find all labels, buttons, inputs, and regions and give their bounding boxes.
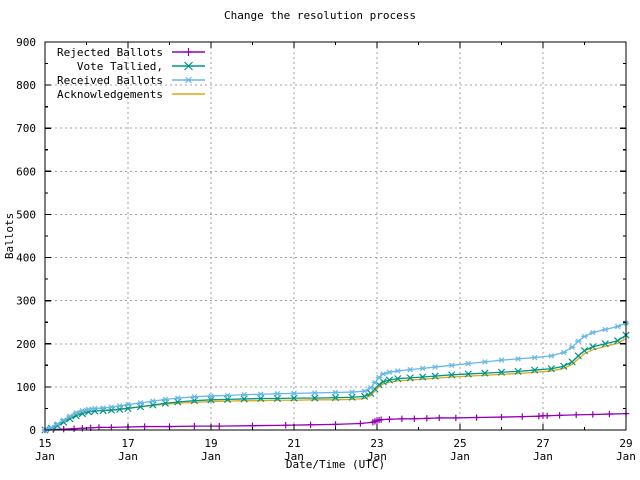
x-tick-label-day: 21	[287, 437, 300, 450]
legend-label: Received Ballots	[57, 74, 163, 87]
legend-label: Vote Tallied,	[77, 60, 163, 73]
y-tick-label: 700	[16, 122, 36, 135]
x-tick-label-month: Jan	[533, 450, 553, 463]
tick-labels: 010020030040050060070080090015Jan17Jan19…	[16, 36, 636, 463]
x-tick-label-day: 25	[453, 437, 466, 450]
x-tick-label-month: Jan	[367, 450, 387, 463]
legend-label: Acknowledgements	[57, 88, 163, 101]
y-axis-title: Ballots	[3, 213, 16, 259]
axis-frame	[44, 41, 627, 431]
series-vote-tallied	[41, 331, 630, 434]
y-tick-label: 800	[16, 79, 36, 92]
x-tick-label-day: 19	[204, 437, 217, 450]
y-tick-label: 500	[16, 208, 36, 221]
y-tick-label: 400	[16, 252, 36, 265]
x-tick-label-day: 27	[536, 437, 549, 450]
series-received-ballots	[41, 320, 630, 433]
legend-item: Acknowledgements	[57, 88, 205, 101]
y-tick-label: 0	[29, 424, 36, 437]
x-tick-label-month: Jan	[616, 450, 636, 463]
y-tick-label: 600	[16, 165, 36, 178]
x-axis-title: Date/Time (UTC)	[286, 458, 385, 471]
y-tick-label: 200	[16, 338, 36, 351]
legend-item: Received Ballots	[57, 74, 205, 87]
x-tick-label-day: 29	[619, 437, 632, 450]
x-tick-label-day: 23	[370, 437, 383, 450]
grid-lines	[45, 41, 626, 430]
series-lines	[41, 320, 630, 434]
axis-titles: Date/Time (UTC) Ballots	[3, 213, 385, 471]
y-tick-label: 300	[16, 295, 36, 308]
x-tick-label-month: Jan	[118, 450, 138, 463]
x-tick-label-day: 15	[38, 437, 51, 450]
x-tick-label-month: Jan	[35, 450, 55, 463]
y-tick-label: 900	[16, 36, 36, 49]
x-tick-label-day: 17	[121, 437, 134, 450]
legend-label: Rejected Ballots	[57, 46, 163, 59]
legend-item: Vote Tallied,	[77, 60, 205, 73]
x-tick-label-month: Jan	[450, 450, 470, 463]
y-tick-label: 100	[16, 381, 36, 394]
chart-title: Change the resolution process	[223, 9, 417, 22]
legend-item: Rejected Ballots	[57, 46, 205, 59]
x-tick-label-month: Jan	[201, 450, 221, 463]
x-tick-label-month: Jan	[284, 450, 304, 463]
